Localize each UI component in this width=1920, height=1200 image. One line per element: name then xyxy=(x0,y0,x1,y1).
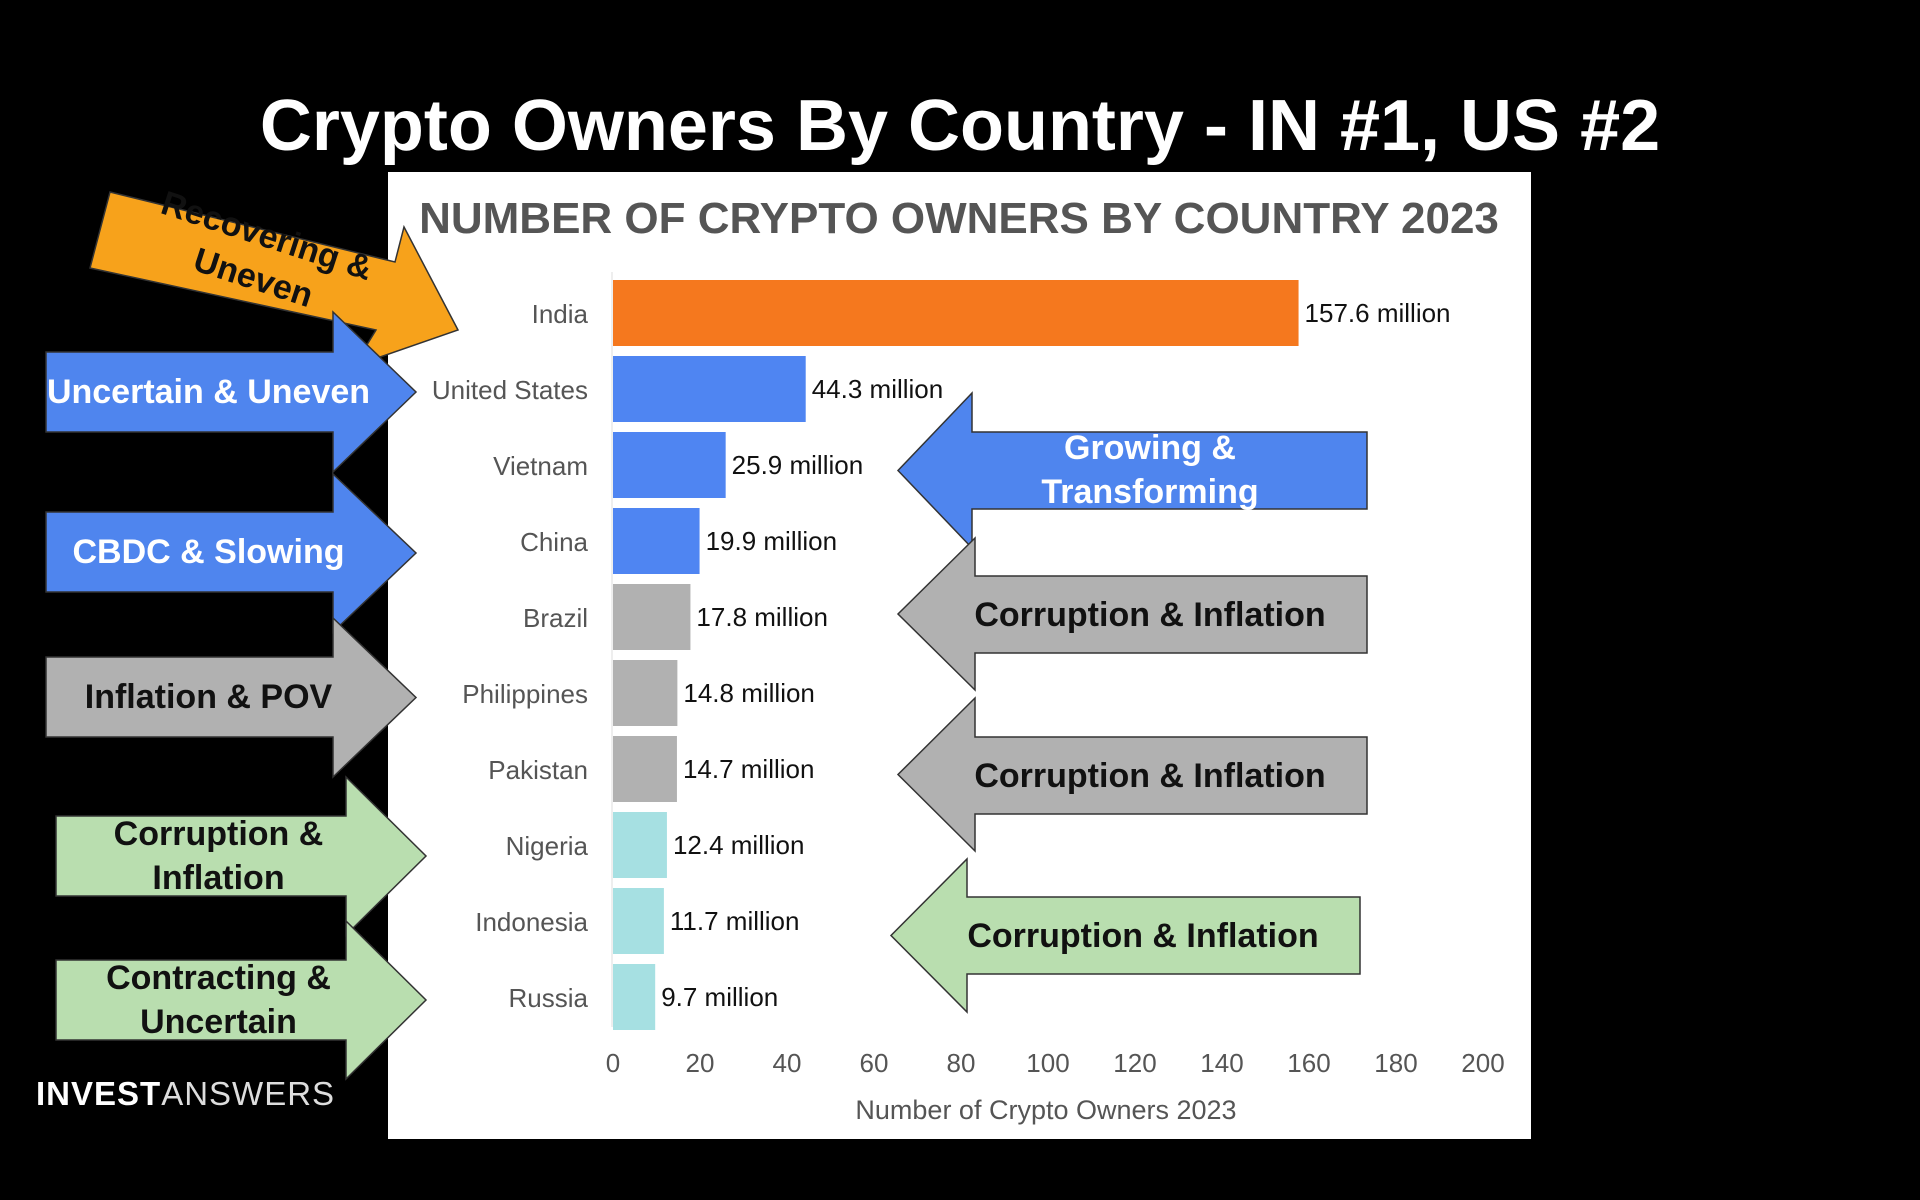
category-label: United States xyxy=(432,375,588,405)
data-label: 14.8 million xyxy=(683,678,815,708)
category-label: Nigeria xyxy=(506,831,589,861)
right-arrow-label-corruption-2: Corruption & Inflation xyxy=(974,756,1326,795)
bar-united-states xyxy=(613,356,806,422)
x-tick-label: 20 xyxy=(686,1048,715,1078)
data-label: 11.7 million xyxy=(670,906,800,936)
category-label: Philippines xyxy=(462,679,588,709)
x-tick-label: 140 xyxy=(1200,1048,1243,1078)
bar-nigeria xyxy=(613,812,667,878)
x-tick-label: 80 xyxy=(947,1048,976,1078)
category-label: Pakistan xyxy=(488,755,588,785)
x-tick-label: 60 xyxy=(860,1048,889,1078)
bar-russia xyxy=(613,964,656,1030)
category-label: Russia xyxy=(509,983,589,1013)
bar-india xyxy=(613,280,1299,346)
right-arrow-label-corruption-3: Corruption & Inflation xyxy=(967,916,1319,955)
data-label: 19.9 million xyxy=(706,526,838,556)
left-arrow-label-inflation-pov: Inflation & POV xyxy=(84,678,333,716)
left-arrow-label-uncertain: Uncertain & Uneven xyxy=(46,373,371,411)
investanswers-logo: INVESTANSWERS xyxy=(36,1075,335,1113)
left-arrow-label-cbdc: CBDC & Slowing xyxy=(72,533,345,571)
chart-title: NUMBER OF CRYPTO OWNERS BY COUNTRY 2023 xyxy=(419,194,1499,243)
brand-part-2: ANSWERS xyxy=(161,1075,336,1112)
category-label: Brazil xyxy=(523,603,588,633)
x-tick-label: 0 xyxy=(606,1048,620,1078)
left-arrow-label-recovering: Recovering & Uneven xyxy=(156,184,377,315)
right-arrow-label-corruption-1: Corruption & Inflation xyxy=(974,595,1326,634)
right-arrow-label-growing: Growing & Transforming xyxy=(1041,429,1259,511)
bar-indonesia xyxy=(613,888,664,954)
data-label: 25.9 million xyxy=(732,450,864,480)
category-label: Vietnam xyxy=(493,451,588,481)
category-label: India xyxy=(532,299,589,329)
category-label: Indonesia xyxy=(475,907,588,937)
chart-panel: NUMBER OF CRYPTO OWNERS BY COUNTRY 2023 … xyxy=(388,172,1531,1139)
bar-pakistan xyxy=(613,736,677,802)
data-label: 9.7 million xyxy=(661,982,778,1012)
x-tick-label: 120 xyxy=(1113,1048,1156,1078)
x-tick-label: 200 xyxy=(1461,1048,1504,1078)
bar-chart: NUMBER OF CRYPTO OWNERS BY COUNTRY 2023 … xyxy=(419,194,1505,1125)
x-tick-label: 40 xyxy=(773,1048,802,1078)
data-label: 157.6 million xyxy=(1305,298,1451,328)
x-axis-label: Number of Crypto Owners 2023 xyxy=(855,1095,1236,1125)
bar-vietnam xyxy=(613,432,726,498)
slide-title: Crypto Owners By Country - IN #1, US #2 xyxy=(259,86,1661,166)
x-tick-label: 100 xyxy=(1026,1048,1069,1078)
data-label: 44.3 million xyxy=(812,374,944,404)
left-arrow-label-contracting: Contracting & Uncertain xyxy=(106,959,331,1041)
data-label: 17.8 million xyxy=(696,602,828,632)
bar-brazil xyxy=(613,584,691,650)
bar-china xyxy=(613,508,700,574)
x-tick-label: 180 xyxy=(1374,1048,1417,1078)
data-label: 12.4 million xyxy=(673,830,805,860)
left-arrow-label-corruption: Corruption & Inflation xyxy=(113,815,324,897)
x-tick-label: 160 xyxy=(1287,1048,1330,1078)
brand-part-1: INVEST xyxy=(36,1075,162,1112)
category-label: China xyxy=(520,527,588,557)
bar-philippines xyxy=(613,660,678,726)
data-label: 14.7 million xyxy=(683,754,815,784)
